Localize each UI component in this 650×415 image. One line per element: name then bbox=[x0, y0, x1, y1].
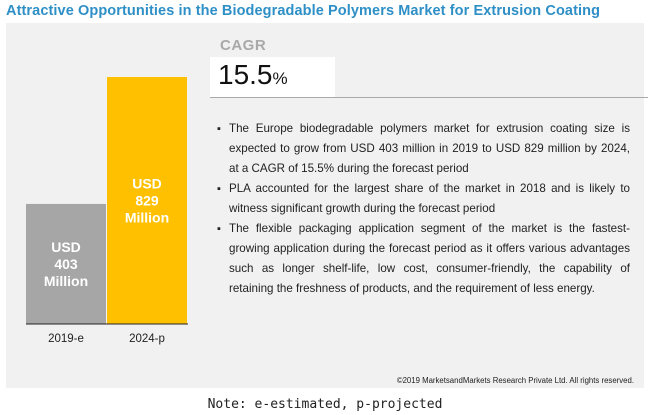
bar-data-label: 403 bbox=[54, 256, 78, 272]
bar-data-label: USD bbox=[51, 239, 81, 255]
page-title: Attractive Opportunities in the Biodegra… bbox=[6, 3, 601, 19]
bar-data-label: USD bbox=[132, 176, 162, 192]
copyright-notice: ©2019 MarketsandMarkets Research Private… bbox=[396, 376, 634, 385]
bar-2024-p bbox=[107, 77, 187, 324]
cagr-unit: % bbox=[272, 69, 288, 88]
cagr-divider bbox=[210, 97, 648, 98]
x-tick-label: 2019-e bbox=[48, 333, 84, 345]
highlight-item: The flexible packaging application segme… bbox=[217, 219, 630, 299]
cagr-box: 15.5% bbox=[210, 57, 335, 97]
cagr-label: CAGR bbox=[220, 37, 267, 54]
x-tick-label: 2024-p bbox=[129, 333, 165, 345]
highlights-list: The Europe biodegradable polymers market… bbox=[217, 119, 630, 299]
highlight-item: The Europe biodegradable polymers market… bbox=[217, 119, 630, 179]
bar-2019-e bbox=[26, 203, 106, 324]
bar-data-label: Million bbox=[125, 210, 169, 226]
highlight-item: PLA accounted for the largest share of t… bbox=[217, 179, 630, 219]
bar-data-label: 829 bbox=[135, 193, 159, 209]
infographic-panel: USD 403 Million USD 829 Million 2019-e 2024-p … bbox=[6, 23, 648, 388]
footnote: Note: e-estimated, p-projected bbox=[207, 397, 443, 412]
cagr-value: 15.5% bbox=[218, 59, 288, 90]
bar-data-label: Million bbox=[44, 273, 88, 289]
